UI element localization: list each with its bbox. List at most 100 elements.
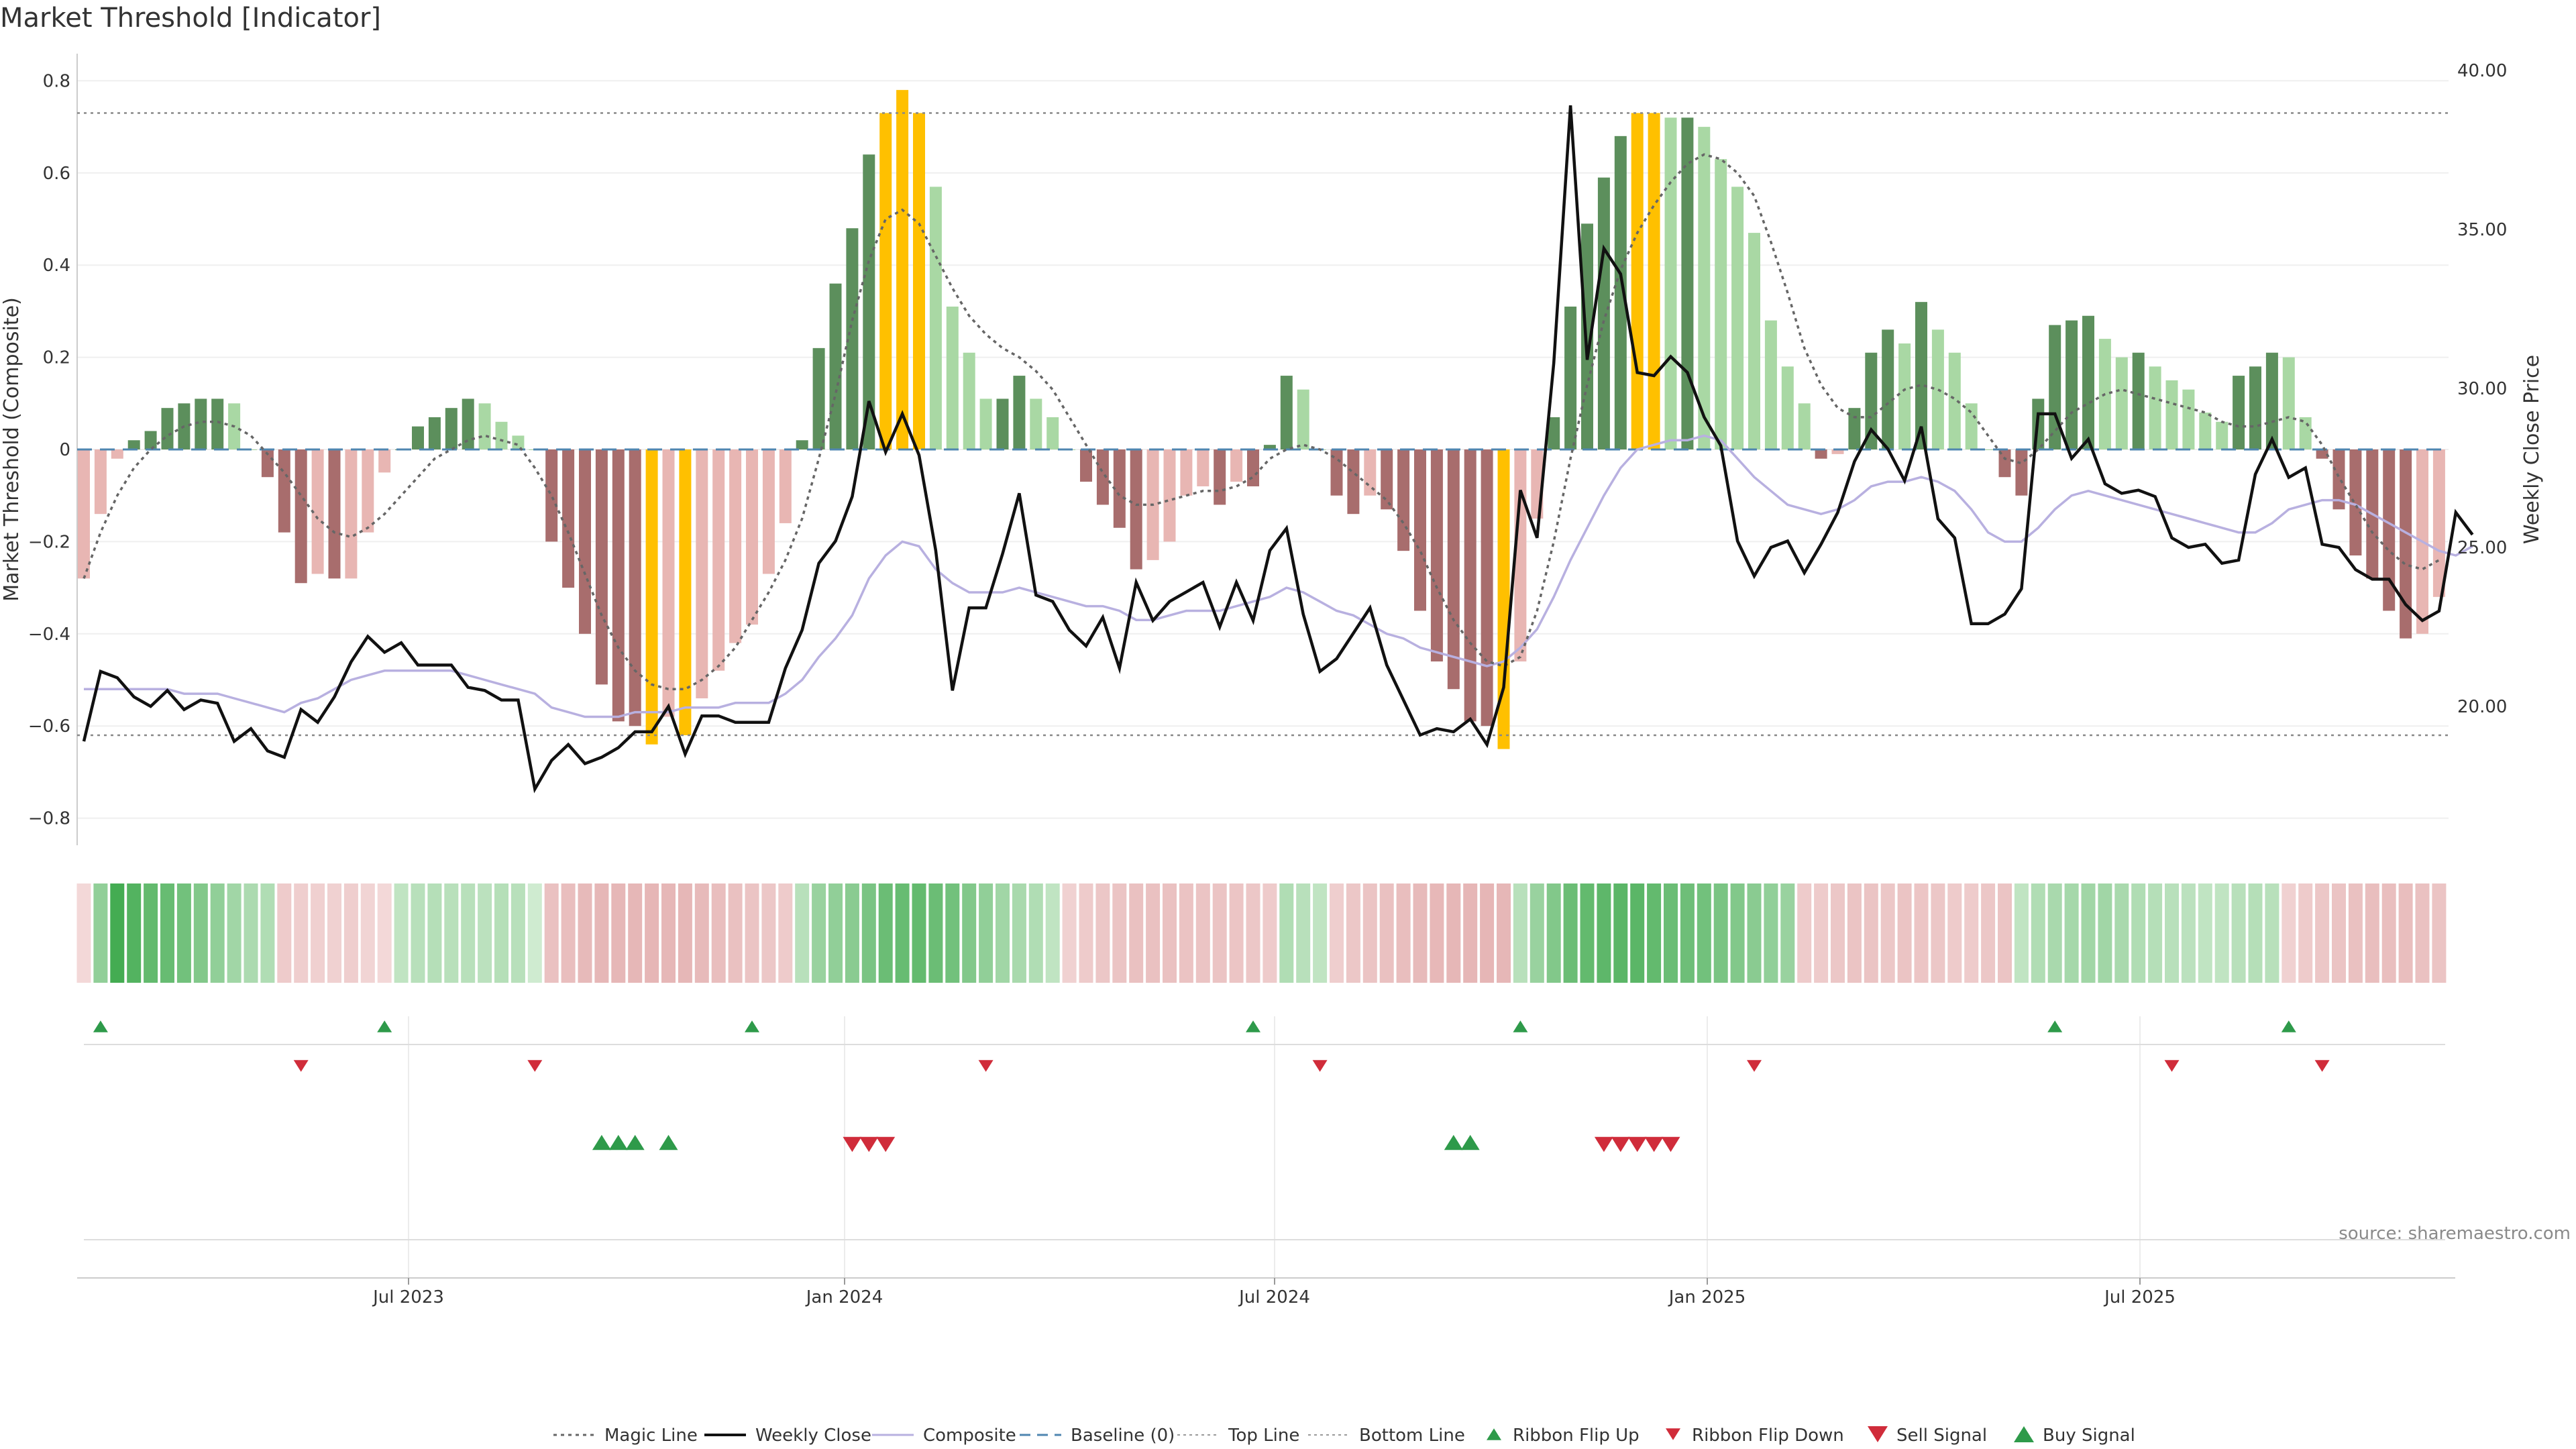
ribbon-cell xyxy=(1947,883,1962,983)
threshold-bar xyxy=(562,449,575,588)
ribbon-cell xyxy=(360,883,375,983)
y-tick-label: −0.6 xyxy=(28,716,70,737)
threshold-bar xyxy=(1130,449,1142,570)
legend-label: Composite xyxy=(923,1426,1016,1446)
y2-axis-label: Weekly Close Price xyxy=(2520,355,2544,544)
threshold-bar xyxy=(896,90,909,449)
threshold-bar xyxy=(612,449,625,722)
ribbon-cell xyxy=(76,883,91,983)
sell-signal-marker xyxy=(1661,1136,1680,1152)
ribbon-cell xyxy=(1597,883,1611,983)
ribbon-flip-up-marker xyxy=(1513,1020,1528,1032)
legend-label: Magic Line xyxy=(604,1426,698,1446)
threshold-bar xyxy=(127,440,140,449)
ribbon-cell xyxy=(1079,883,1093,983)
ribbon-cell xyxy=(1163,883,1177,983)
legend-label: Top Line xyxy=(1228,1426,1299,1446)
ribbon-cell xyxy=(527,883,542,983)
ribbon-cell xyxy=(2081,883,2096,983)
ribbon-cell xyxy=(1279,883,1294,983)
ribbon-cell xyxy=(2415,883,2430,983)
ribbon-cell xyxy=(1497,883,1511,983)
threshold-bar xyxy=(729,449,742,643)
ribbon-cell xyxy=(1229,883,1244,983)
threshold-bar xyxy=(445,408,458,449)
ribbon-flip-down-marker xyxy=(1312,1060,1328,1072)
sell-signal-marker xyxy=(843,1136,862,1152)
ribbon-cell xyxy=(210,883,225,983)
ribbon-flip-down-marker xyxy=(1747,1060,1762,1072)
ribbon-cell xyxy=(144,883,158,983)
ribbon-cell xyxy=(1931,883,1945,983)
ribbon-cell xyxy=(1346,883,1360,983)
ribbon-cell xyxy=(1981,883,1996,983)
threshold-bar xyxy=(2332,449,2345,510)
threshold-bar xyxy=(345,449,358,579)
ribbon-cell xyxy=(728,883,743,983)
ribbon-cell xyxy=(511,883,525,983)
ribbon-cell xyxy=(1880,883,1895,983)
threshold-bar xyxy=(462,398,474,449)
threshold-bar xyxy=(879,113,892,450)
ribbon-cell xyxy=(127,883,142,983)
threshold-bar xyxy=(595,449,608,685)
ribbon-cell xyxy=(1313,883,1328,983)
threshold-bar xyxy=(1648,113,1660,450)
ribbon-cell xyxy=(1396,883,1411,983)
threshold-bar xyxy=(328,449,341,579)
legend-swatch xyxy=(1487,1428,1501,1440)
ribbon-cell xyxy=(1379,883,1394,983)
threshold-bar xyxy=(1748,233,1760,449)
ribbon-cell xyxy=(1430,883,1444,983)
ribbon-cell xyxy=(2332,883,2346,983)
ribbon-cell xyxy=(2248,883,2263,983)
buy-signal-marker xyxy=(1460,1134,1480,1150)
threshold-bar xyxy=(2149,366,2161,449)
ribbon-cell xyxy=(176,883,191,983)
y-axis-ticks: 0.8 0.6 0.4 0.2 0 −0.2 −0.4 −0.6 −0.8 xyxy=(28,71,70,828)
ribbon-cell xyxy=(1463,883,1478,983)
y2-tick-label: 40.00 xyxy=(2457,61,2507,81)
x-tick-label: Jul 2025 xyxy=(2103,1287,2176,1307)
ribbon-cell xyxy=(1513,883,1527,983)
threshold-bar xyxy=(362,449,374,533)
ribbon-cell xyxy=(1964,883,1979,983)
threshold-bar xyxy=(2216,421,2229,449)
ribbon-cell xyxy=(745,883,759,983)
ribbon-cell xyxy=(427,883,442,983)
threshold-bar xyxy=(779,449,792,523)
threshold-bar xyxy=(1280,376,1293,449)
threshold-bar xyxy=(846,228,859,449)
threshold-bar xyxy=(1848,408,1861,449)
ribbon-cell xyxy=(1730,883,1745,983)
signal-panels xyxy=(84,1020,2445,1442)
threshold-bar xyxy=(1564,307,1577,449)
ribbon-cell xyxy=(1563,883,1578,983)
ribbon-cell xyxy=(394,883,409,983)
ribbon-cell xyxy=(1212,883,1227,983)
threshold-bar xyxy=(2299,417,2312,449)
threshold-bar xyxy=(1998,449,2011,478)
threshold-bar xyxy=(2316,449,2328,459)
ribbon-cell xyxy=(2131,883,2146,983)
threshold-bar xyxy=(278,449,290,533)
ribbon-flip-up-marker xyxy=(1246,1020,1260,1032)
threshold-bar xyxy=(1731,186,1744,449)
ribbon-cell xyxy=(2165,883,2179,983)
threshold-bar xyxy=(1865,352,1878,449)
signal-markers xyxy=(93,1020,2330,1442)
threshold-bar xyxy=(1297,389,1309,449)
ribbon-cell xyxy=(1112,883,1127,983)
threshold-bar xyxy=(796,440,808,449)
ribbon-cell xyxy=(294,883,309,983)
threshold-bar xyxy=(2432,449,2445,597)
ribbon-cell xyxy=(1697,883,1711,983)
buy-signal-marker xyxy=(608,1134,628,1150)
threshold-bar xyxy=(94,449,107,515)
ribbon-cell xyxy=(1897,883,1912,983)
ribbon-cell xyxy=(845,883,859,983)
ribbon-cell xyxy=(1914,883,1929,983)
threshold-bar xyxy=(2182,389,2195,449)
threshold-bar xyxy=(478,403,491,449)
